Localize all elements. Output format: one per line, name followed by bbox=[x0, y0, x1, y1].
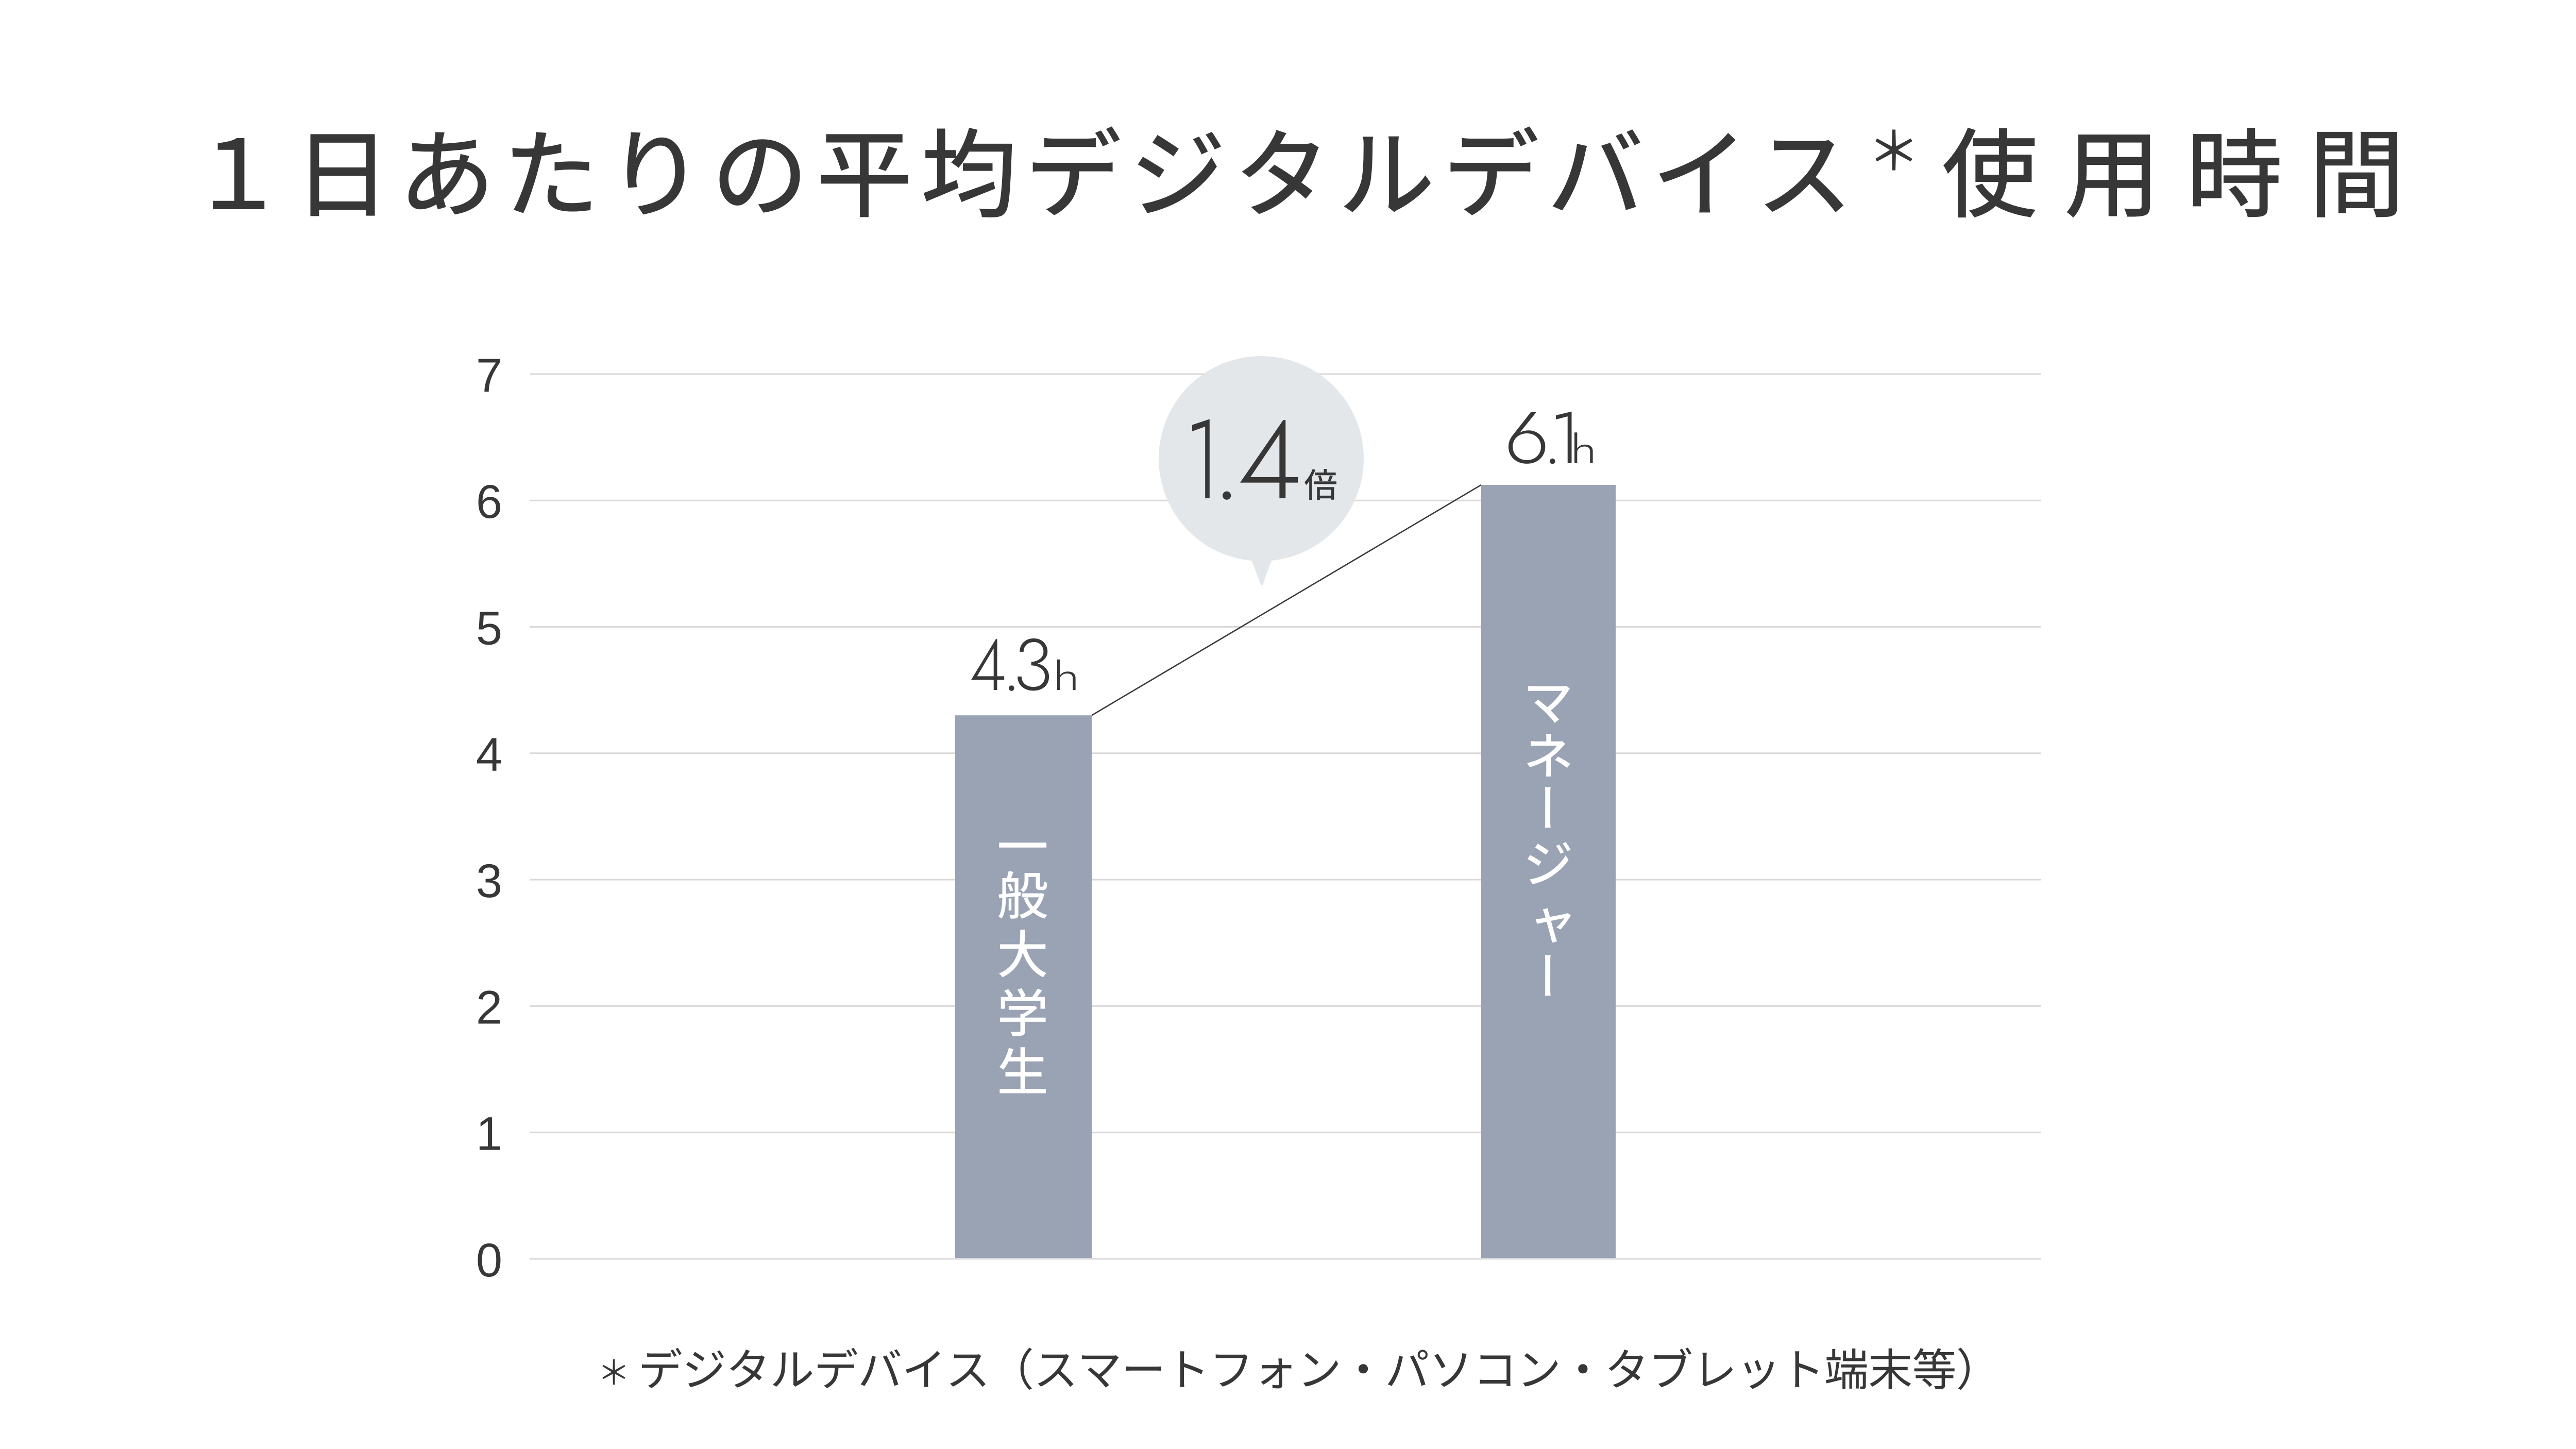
svg-text:2: 2 bbox=[476, 981, 502, 1034]
svg-text:6: 6 bbox=[476, 476, 502, 528]
svg-text:7: 7 bbox=[476, 349, 502, 402]
svg-text:4: 4 bbox=[476, 729, 502, 781]
svg-text:1: 1 bbox=[476, 1108, 502, 1160]
svg-text:5: 5 bbox=[476, 602, 502, 655]
svg-text:3: 3 bbox=[476, 855, 502, 907]
svg-text:0: 0 bbox=[476, 1234, 502, 1287]
